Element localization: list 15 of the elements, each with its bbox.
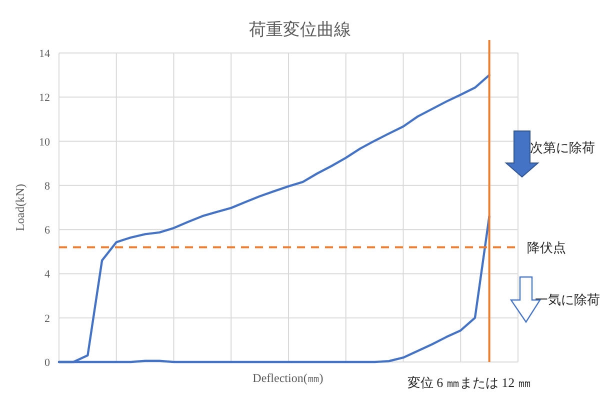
y-tick-label: 2: [44, 312, 50, 325]
y-tick-label: 10: [39, 136, 50, 148]
y-tick-label: 0: [44, 357, 50, 369]
text: 次第に除荷: [530, 140, 595, 155]
y-tick-label: 6: [44, 224, 50, 237]
y-tick-label: 4: [44, 268, 50, 281]
chart-title: 荷重変位曲線: [249, 20, 351, 39]
y-tick-label: 12: [39, 92, 50, 104]
y-tick-label: 14: [39, 48, 50, 60]
ref-line-label: 降伏点: [527, 240, 566, 256]
y-axis-title: Load(kN): [13, 184, 27, 232]
text: 変位 6 ㎜または 12 ㎜: [407, 375, 531, 390]
x-axis-title: Deflection(㎜): [252, 371, 324, 385]
y-tick-label: 8: [44, 180, 50, 192]
text: 一気に除荷: [535, 292, 600, 307]
